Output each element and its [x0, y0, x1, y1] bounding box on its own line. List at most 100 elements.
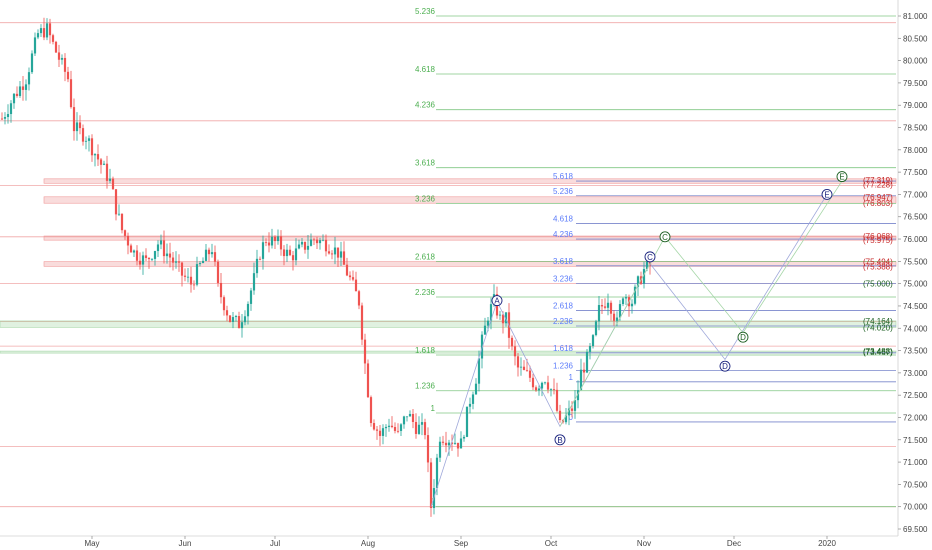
candle-body — [348, 275, 352, 278]
price-tag: (74.164) — [863, 317, 893, 326]
candle-body — [36, 33, 40, 38]
candle-body — [105, 163, 109, 181]
candle-body — [564, 415, 568, 423]
time-tick-label: 2020 — [818, 539, 836, 548]
blue-fib-label: 0 — [569, 413, 574, 422]
price-tick-label: 76.000 — [903, 235, 928, 244]
price-tick-label: 74.000 — [903, 324, 928, 333]
candle-body — [411, 413, 415, 422]
candle-body — [189, 276, 193, 285]
price-tag: (75.388) — [863, 262, 893, 271]
candle-body — [387, 425, 391, 427]
candle-body — [66, 71, 70, 80]
blue-fib-label: 2.236 — [553, 317, 574, 326]
candle-body — [84, 140, 88, 142]
candle-body — [153, 251, 157, 259]
candle-body — [531, 377, 535, 388]
price-tag: (75.494) — [863, 258, 893, 267]
candle-body — [255, 258, 259, 274]
candle-body — [501, 314, 505, 324]
candle-body — [363, 339, 367, 364]
price-tick-label: 72.000 — [903, 413, 928, 422]
candle-body — [27, 72, 31, 85]
price-zone — [0, 350, 897, 354]
price-tick-label: 72.500 — [903, 391, 928, 400]
candle-body — [543, 382, 547, 384]
candle-body — [438, 441, 442, 458]
candle-body — [177, 261, 181, 263]
price-tick-label: 77.000 — [903, 190, 928, 199]
candle-body — [117, 213, 121, 215]
candle-body — [573, 400, 577, 411]
candle-body — [126, 235, 130, 246]
candle-body — [258, 258, 262, 260]
candle-body — [18, 86, 22, 96]
candle-body — [396, 430, 400, 432]
candle-body — [300, 241, 304, 245]
blue-fib-extension: 0 1 1.236 1.618 2.236 2.618 3.236 3.618 4.236 4.6… — [553, 172, 896, 423]
candle-body — [48, 23, 52, 36]
price-zone — [43, 235, 897, 241]
price-zones — [0, 178, 897, 354]
price-tick-label: 75.500 — [903, 257, 928, 266]
candle-body — [69, 79, 73, 108]
candle-body — [429, 462, 433, 509]
candle-body — [582, 369, 586, 373]
candle-body — [420, 422, 424, 425]
candle-body — [3, 117, 7, 119]
blue-fib-label: 1.236 — [553, 362, 574, 371]
candle-body — [435, 457, 439, 489]
blue-fib-label: 4.236 — [553, 230, 574, 239]
candle-body — [333, 247, 337, 255]
candle-body — [498, 314, 502, 316]
candle-body — [597, 305, 601, 322]
candle-body — [72, 107, 76, 132]
blue-fib-label: 5.236 — [553, 187, 574, 196]
green-fib-label: 3.618 — [415, 159, 436, 168]
candle-body — [375, 429, 379, 431]
candle-body — [399, 424, 403, 431]
candle-body — [30, 53, 34, 73]
candle-body — [417, 424, 421, 434]
candle-body — [372, 423, 376, 430]
candle-body — [51, 35, 55, 42]
candle-body — [405, 416, 409, 418]
price-tick-label: 73.500 — [903, 347, 928, 356]
candle-body — [291, 255, 295, 261]
wave-label: B — [557, 436, 562, 445]
blue-fib-label: 3.618 — [553, 257, 574, 266]
candle-body — [447, 442, 451, 446]
wave-label: A — [494, 297, 500, 306]
candle-body — [537, 388, 541, 391]
candle-body — [612, 313, 616, 321]
candle-body — [528, 370, 532, 378]
price-tick-label: 71.000 — [903, 458, 928, 467]
candle-body — [558, 410, 562, 420]
candle-body — [615, 317, 619, 321]
price-tags: (77.319)(77.228) (76.947)(76.803) (76.068)… — [863, 176, 893, 357]
candle-body — [636, 276, 640, 287]
candle-body — [228, 315, 232, 322]
candle-body — [621, 298, 625, 305]
candle-body — [318, 240, 322, 244]
candle-body — [159, 240, 163, 245]
wave-marker — [554, 434, 566, 446]
blue-fib-label: 4.618 — [553, 214, 574, 223]
price-tick-label: 75.000 — [903, 280, 928, 289]
candle-body — [147, 257, 151, 260]
candle-body — [12, 93, 16, 104]
candle-body — [630, 303, 634, 307]
candle-body — [45, 23, 49, 38]
candle-body — [297, 244, 301, 249]
candle-body — [249, 290, 253, 304]
candle-body — [81, 128, 85, 142]
candle-body — [342, 251, 346, 265]
candle-body — [309, 239, 313, 246]
candle-body — [78, 122, 82, 129]
time-tick-label: Dec — [727, 539, 741, 548]
price-zone — [0, 320, 897, 328]
candle-body — [201, 260, 205, 264]
candle-body — [546, 382, 550, 390]
price-tag: (75.975) — [863, 236, 893, 245]
candle-body — [87, 138, 91, 141]
